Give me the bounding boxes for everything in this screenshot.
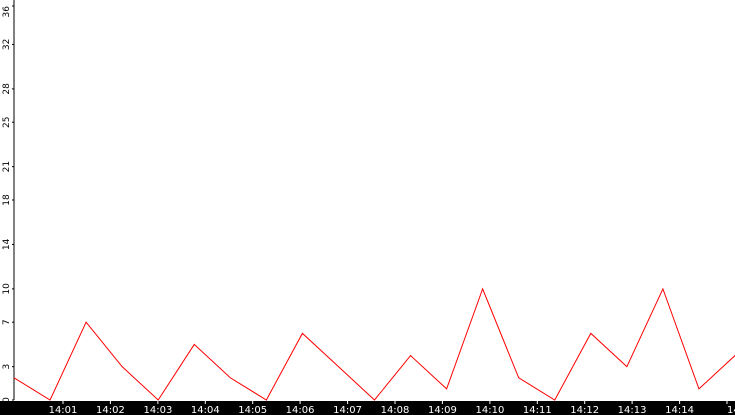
y-tick-label: 0 xyxy=(2,397,12,403)
data-point xyxy=(698,388,700,390)
data-point xyxy=(265,399,267,401)
x-tick-label: 14:07 xyxy=(333,405,362,415)
y-tick-label: 18 xyxy=(2,194,12,206)
y-axis: 0 3 7 10 14 18 21 25 28 32 36 xyxy=(2,0,15,403)
x-tick-label: 14:01 xyxy=(49,405,78,415)
plot-area xyxy=(13,287,735,401)
data-point xyxy=(157,399,159,401)
data-point xyxy=(85,321,87,323)
data-point xyxy=(410,355,411,356)
x-axis-band xyxy=(0,401,735,415)
data-point xyxy=(302,332,303,334)
data-point xyxy=(518,377,520,379)
data-point xyxy=(626,366,628,368)
x-tick-label: 14:09 xyxy=(428,405,457,415)
data-point xyxy=(590,332,592,334)
x-tick-label: 14:15 xyxy=(727,405,735,415)
x-tick-label: 14:11 xyxy=(523,405,552,415)
data-point xyxy=(193,344,195,345)
data-point xyxy=(374,399,375,401)
y-tick-label: 14 xyxy=(2,238,12,250)
y-tick-label: 21 xyxy=(2,161,12,172)
x-tick-label: 14:04 xyxy=(191,405,220,415)
x-tick-label: 14:10 xyxy=(475,405,504,415)
y-tick-label: 36 xyxy=(2,6,12,18)
data-point xyxy=(338,366,339,368)
y-tick-label: 25 xyxy=(2,116,12,127)
data-point xyxy=(662,288,664,290)
x-tick-label: 14:14 xyxy=(665,405,694,415)
x-tick-label: 14:05 xyxy=(238,405,267,415)
series-line xyxy=(13,287,735,401)
data-point xyxy=(49,399,51,401)
y-tick-label: 10 xyxy=(2,283,12,295)
y-tick-label: 28 xyxy=(2,83,12,95)
data-point xyxy=(446,388,447,390)
x-tick-label: 14:13 xyxy=(618,405,647,415)
x-tick-label: 14:06 xyxy=(286,405,315,415)
y-tick-label: 3 xyxy=(2,364,12,370)
x-tick-label: 14:03 xyxy=(143,405,172,415)
x-axis: 14:01 14:02 14:03 14:04 14:05 14:06 14:07 14:08… xyxy=(49,401,735,415)
x-tick-label: 14:02 xyxy=(96,405,125,415)
data-point xyxy=(13,377,15,379)
data-point xyxy=(554,399,556,401)
data-point xyxy=(229,377,231,379)
x-tick-label: 14:08 xyxy=(381,405,410,415)
y-tick-label: 7 xyxy=(2,319,12,325)
y-tick-label: 32 xyxy=(2,39,12,50)
x-tick-label: 14:12 xyxy=(570,405,599,415)
data-point xyxy=(482,288,484,290)
data-point xyxy=(121,366,123,368)
